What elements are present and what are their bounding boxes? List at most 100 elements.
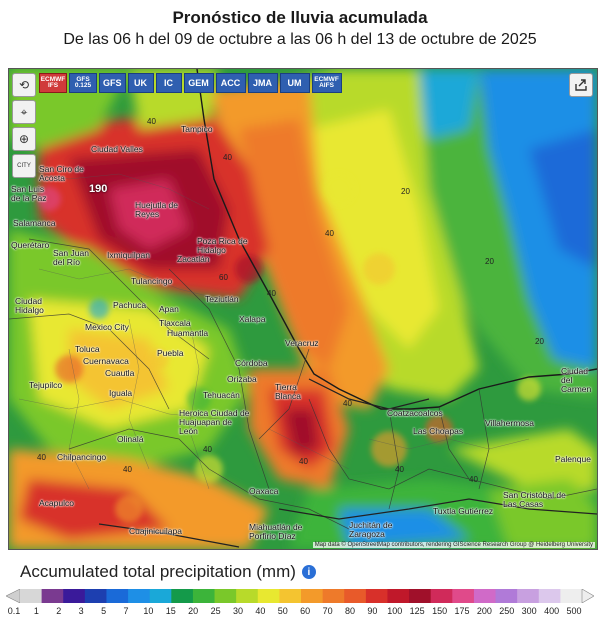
legend-tick-label: 250: [499, 606, 515, 616]
city-label: Villahermosa: [485, 418, 534, 428]
contour-label: 60: [219, 273, 228, 282]
legend-tick-label: 1: [33, 606, 39, 616]
model-gem-button[interactable]: GEM: [183, 73, 214, 93]
legend-color-cell: [344, 589, 367, 603]
contour-label: 40: [469, 475, 478, 484]
model-gfs-button[interactable]: GFS: [99, 73, 126, 93]
legend-color-cell: [538, 589, 561, 603]
legend-tick-label: 40: [255, 606, 266, 616]
model-um-button[interactable]: UM: [279, 73, 310, 93]
legend-color-cell: [214, 589, 237, 603]
legend-ticks: 0.1 1 2 3 5 7 10 15 20 25 30 40 50 60 70 80 90 100 125 150 1…: [8, 606, 589, 620]
city-label: Acapulco: [39, 498, 74, 508]
legend-tick-label: 150: [432, 606, 448, 616]
map-toolbar: ⟲ ⌖ ⊕ CITY: [12, 73, 36, 178]
legend-tick-label: 25: [210, 606, 221, 616]
legend-color-cell: [495, 589, 518, 603]
legend-tick-label: 2: [56, 606, 62, 616]
legend-color-cell: [365, 589, 388, 603]
city-label: Querétaro: [11, 240, 50, 250]
legend-color-cell: [473, 589, 497, 603]
city-label: Cuautla: [105, 368, 135, 378]
city-label: Juchitán de Zaragoza: [349, 520, 393, 539]
zoom-icon[interactable]: ⊕: [12, 127, 36, 151]
legend-tick-label: 125: [409, 606, 425, 616]
info-icon[interactable]: i: [301, 565, 316, 579]
legend-color-cell: [63, 589, 86, 603]
city-label: Ciudad Valles: [91, 144, 143, 154]
legend-color-bar: [6, 589, 594, 603]
contour-label: 20: [535, 337, 544, 346]
max-value-label: 190: [89, 183, 108, 195]
legend-tick-label: 30: [232, 606, 244, 616]
contour-label: 40: [203, 445, 212, 454]
contour-label: 40: [343, 399, 352, 408]
page-subtitle: De las 06 h del 09 de octubre a las 06 h…: [63, 31, 537, 48]
contour-label: 40: [325, 229, 334, 238]
city-label: Orizaba: [227, 374, 257, 384]
legend-color-cell: [517, 589, 540, 603]
legend-tick-label: 400: [544, 606, 560, 616]
city-label: Chilpancingo: [57, 452, 107, 462]
model-ecmwf-ifs-button[interactable]: ECMWF IFS: [39, 73, 67, 93]
city-label: Las Choapas: [413, 426, 464, 436]
city-label: Palenque: [555, 454, 591, 464]
contour-label: 20: [485, 257, 494, 266]
city-label: Tuxtla Gutiérrez: [433, 506, 494, 516]
location-pin-icon[interactable]: ⌖: [12, 100, 36, 124]
legend-tick-label: 300: [521, 606, 537, 616]
legend-tick-label: 20: [188, 606, 199, 616]
model-gfs-0125-button[interactable]: GFS 0.125: [69, 73, 97, 93]
legend-title: Accumulated total precipitation (mm) i: [20, 562, 316, 582]
city-label: Miahuatlán de Porfirio Díaz: [249, 522, 303, 541]
contour-label: 40: [123, 465, 132, 474]
legend-tick-label: 200: [476, 606, 492, 616]
city-label: Heroica Ciudad de Huajuapan de León: [179, 408, 250, 436]
city-label: Ciudad Hidalgo: [15, 296, 44, 315]
contour-label: 20: [401, 187, 410, 196]
legend-title-text: Accumulated total precipitation (mm): [20, 562, 296, 581]
contour-label: 40: [147, 117, 156, 126]
contour-label: 40: [395, 465, 404, 474]
city-label: Tierra Blanca: [275, 382, 301, 401]
city-toggle-button[interactable]: CITY: [12, 154, 36, 178]
legend-tick-label: 175: [454, 606, 470, 616]
legend-color-cell: [301, 589, 324, 603]
legend-tick-label: 90: [367, 606, 378, 616]
legend-arrow-right: [581, 589, 594, 603]
city-label: Ciudad del Carmen: [561, 366, 592, 394]
legend-tick-label: 5: [101, 606, 107, 616]
city-label: Tlaxcala: [159, 318, 191, 328]
model-acc-button[interactable]: ACC: [215, 73, 246, 93]
refresh-icon[interactable]: ⟲: [12, 73, 36, 97]
city-label: Veracruz: [285, 338, 319, 348]
city-label: Oaxaca: [249, 486, 279, 496]
legend-color-cell: [387, 589, 410, 603]
precipitation-map[interactable]: ⟲ ⌖ ⊕ CITY ECMWF IFS GFS 0.125 GFS UK IC…: [8, 68, 598, 550]
model-jma-button[interactable]: JMA: [247, 73, 278, 93]
city-label: Huejutla de Reyes: [135, 200, 179, 219]
city-label: Zacatlán: [177, 254, 210, 264]
city-label: Pachuca: [113, 300, 147, 310]
city-label: Coatzacoalcos: [387, 408, 443, 418]
model-selector: ECMWF IFS GFS 0.125 GFS UK IC GEM ACC JM…: [39, 73, 342, 93]
legend-tick-label: 500: [566, 606, 582, 616]
legend-color-cell: [20, 589, 43, 603]
legend-color-cell: [257, 589, 280, 603]
share-icon[interactable]: [569, 73, 593, 97]
legend-color-cell: [409, 589, 432, 603]
model-ecmwf-aifs-button[interactable]: ECMWF AIFS: [311, 73, 342, 93]
contour-label: 40: [267, 289, 276, 298]
legend-color-cell: [149, 589, 172, 603]
model-ic-button[interactable]: IC: [155, 73, 182, 93]
legend-tick-label: 60: [300, 606, 311, 616]
city-label: Huamantla: [167, 328, 209, 338]
contour-label: 40: [223, 153, 232, 162]
model-uk-button[interactable]: UK: [127, 73, 154, 93]
legend-tick-label: 100: [387, 606, 403, 616]
legend-tick-label: 70: [322, 606, 333, 616]
legend-tick-label: 7: [123, 606, 129, 616]
precipitation-field: [9, 69, 597, 549]
page-title: Pronóstico de lluvia acumulada: [172, 8, 428, 27]
city-label: San Ciro de Acosta: [39, 164, 84, 183]
